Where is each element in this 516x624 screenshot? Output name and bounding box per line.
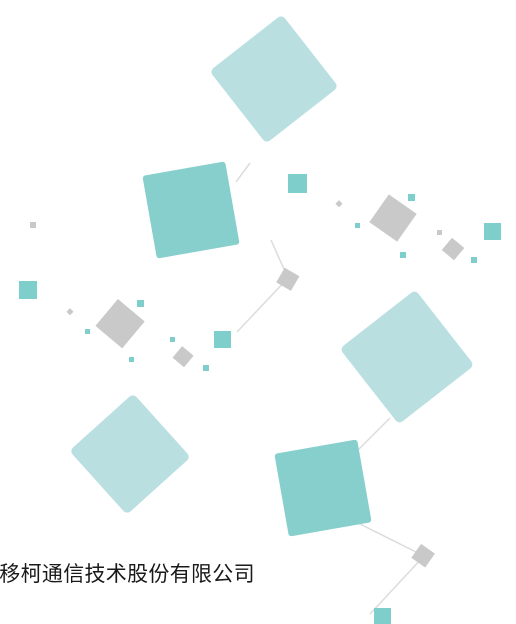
light-teal-diamonds: [71, 16, 473, 513]
connector-line: [355, 417, 391, 453]
company-name: 海移柯通信技术股份有限公司: [0, 562, 255, 586]
small-teal-dot: [400, 252, 406, 258]
gray-dot: [335, 200, 343, 208]
gray-dot: [437, 230, 442, 235]
small-teal-dot: [355, 223, 360, 228]
gray-diamond: [441, 237, 465, 261]
connector-lines: [235, 162, 425, 615]
small-teal-dot: [203, 365, 209, 371]
gray-diamond: [369, 194, 417, 242]
gray-diamond: [411, 543, 435, 568]
small-teal-dot: [408, 194, 415, 201]
light-teal-diamond: [71, 395, 189, 513]
gray-diamond: [276, 267, 300, 291]
gray-diamond: [95, 299, 145, 349]
small-teal-square: [19, 281, 37, 299]
teal-square: [142, 161, 240, 259]
small-teal-dot: [137, 300, 144, 307]
connector-line: [235, 162, 251, 183]
gray-dot: [66, 308, 74, 316]
connector-line: [236, 277, 289, 333]
teal-square: [274, 439, 372, 537]
small-teal-dot: [85, 329, 90, 334]
small-teal-squares: [19, 174, 501, 624]
small-teal-dot: [471, 257, 477, 263]
connector-line: [369, 555, 425, 615]
small-teal-dot: [129, 357, 134, 362]
small-teal-square: [484, 223, 501, 240]
gray-diamonds: [30, 194, 465, 568]
small-teal-square: [214, 331, 231, 348]
small-teal-dot: [170, 337, 175, 342]
gray-diamond: [172, 346, 194, 368]
light-teal-diamond: [211, 16, 337, 142]
small-teal-square: [288, 174, 307, 193]
small-teal-square: [374, 608, 391, 624]
teal-squares: [142, 161, 372, 537]
connector-line: [357, 522, 425, 557]
gray-dot: [30, 222, 36, 228]
light-teal-diamond: [341, 291, 473, 423]
